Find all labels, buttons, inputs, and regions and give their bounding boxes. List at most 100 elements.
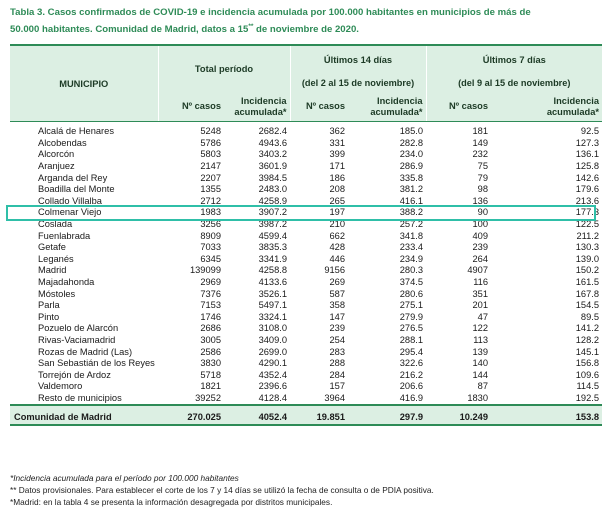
municipio-name: Leganés <box>38 253 74 264</box>
municipio-name: Pinto <box>38 311 60 322</box>
table-cell: 2686 <box>200 323 221 334</box>
table-cell: 2483.0 <box>258 184 287 195</box>
municipio-name: Parla <box>38 300 60 311</box>
table-row: Collado Villalba 2712 4258.9 265 416.1 136 213… <box>10 196 602 208</box>
table-row: Majadahonda 2969 4133.6 269 374.5 116 161.5 <box>10 277 602 289</box>
table-cell: 331 <box>329 137 345 148</box>
table-cell: 113 <box>473 334 489 345</box>
table-cell: 254 <box>329 334 345 345</box>
table-cell: 275.1 <box>399 300 424 311</box>
table-cell: 139099 <box>189 265 221 276</box>
municipio-name: Madrid <box>38 265 67 276</box>
table-cell: 2969 <box>200 277 221 288</box>
incidencia-l2: acumulada* <box>546 106 600 117</box>
table-cell: 1821 <box>200 381 221 392</box>
table-cell: 9156 <box>324 265 345 276</box>
caption-line-2: 50.000 habitantes. Comunidad de Madrid, … <box>10 20 606 37</box>
table-row: Móstoles 7376 3526.1 587 280.6 351 167.8 <box>10 288 602 300</box>
table-cell: 185.0 <box>399 126 424 137</box>
table-cell: 374.5 <box>399 277 424 288</box>
table-row: Madrid 139099 4258.8 9156 280.3 4907 150.2 <box>10 265 602 277</box>
table-cell: 140 <box>472 358 489 369</box>
caption-line-2b: de noviembre de 2020. <box>253 24 359 36</box>
table-cell: 2207 <box>200 172 221 183</box>
table-cell: 286.9 <box>399 161 424 172</box>
table-cell: 210 <box>329 219 345 230</box>
caption-line-2a: 50.000 habitantes. Comunidad de Madrid, … <box>10 24 249 36</box>
municipio-name: Alcalá de Henares <box>38 126 114 137</box>
table-cell: 3964 <box>324 392 345 403</box>
table-cell: 3830 <box>200 358 221 369</box>
municipio-name: Arganda del Rey <box>38 172 108 183</box>
table-cell: 125.8 <box>575 161 600 172</box>
table-caption: Tabla 3. Casos confirmados de COVID-19 e… <box>10 6 606 37</box>
caption-line-1: Tabla 3. Casos confirmados de COVID-19 e… <box>10 7 531 18</box>
table-cell: 662 <box>329 230 345 241</box>
table-row: Alcobendas 5786 4943.6 331 282.8 149 127.3 <box>10 138 602 150</box>
header-n-casos-total: Nº casos <box>157 92 224 122</box>
table-cell: 147 <box>329 311 345 322</box>
municipio-name: Pozuelo de Alarcón <box>38 323 119 334</box>
table-cell: 2147 <box>200 161 221 172</box>
table-cell: 265 <box>329 195 345 206</box>
table-row: Pinto 1746 3324.1 147 279.9 47 89.5 <box>10 312 602 324</box>
municipio-name: Valdemoro <box>38 381 83 392</box>
table-cell: 587 <box>329 288 345 299</box>
incidencia-l1: Incidencia <box>241 95 287 106</box>
table-row: Boadilla del Monte 1355 2483.0 208 381.2 98 17… <box>10 184 602 196</box>
table-cell: 142.6 <box>575 172 600 183</box>
incidencia-l2: acumulada* <box>370 106 423 117</box>
table-cell: 136.1 <box>575 149 600 160</box>
table-cell: 197 <box>329 207 345 218</box>
table-cell: 1983 <box>200 207 221 218</box>
table-row: Torrejón de Ardoz 5718 4352.4 284 216.2 144 10… <box>10 369 602 381</box>
table-cell: 116 <box>473 277 489 288</box>
table-cell: 416.1 <box>399 195 424 206</box>
table-cell: 322.6 <box>399 358 424 369</box>
table-row: Colmenar Viejo 1983 3907.2 197 388.2 90 177.3 <box>10 207 602 219</box>
table-cell: 4599.4 <box>258 230 287 241</box>
table-cell: 399 <box>329 149 345 160</box>
table-cell: 5803 <box>200 149 221 160</box>
table-cell: 280.3 <box>399 265 424 276</box>
table-cell: 208 <box>329 184 345 195</box>
municipio-name: Coslada <box>38 219 73 230</box>
municipio-name: Fuenlabrada <box>38 230 91 241</box>
total-row: Comunidad de Madrid 270.025 4052.4 19.85… <box>10 404 603 427</box>
incidencia-l1: Incidencia <box>377 95 423 106</box>
table-body: Alcalá de Henares 5248 2682.4 362 185.0 181 92… <box>10 122 602 406</box>
table-row: San Sebastián de los Reyes 3830 4290.1 288 3… <box>10 358 602 370</box>
table-cell: 4290.1 <box>258 358 287 369</box>
table-cell: 171 <box>329 161 345 172</box>
table-cell: 446 <box>329 253 345 264</box>
table-cell: 122.5 <box>575 219 600 230</box>
table-cell: 5718 <box>200 369 221 380</box>
header-n-casos-7: Nº casos <box>425 92 492 122</box>
header-municipio: MUNICIPIO <box>10 44 158 122</box>
header-ultimos-7-range: (del 9 al 15 de noviembre) <box>425 74 603 92</box>
municipio-name: San Sebastián de los Reyes <box>38 358 155 369</box>
table-cell: 216.2 <box>399 369 424 380</box>
table-cell: 4258.8 <box>258 265 287 276</box>
municipio-name: Rivas-Vaciamadrid <box>38 334 116 345</box>
table-cell: 4258.9 <box>258 195 287 206</box>
table-row: Resto de municipios 39252 4128.4 3964 416.9 1… <box>10 393 602 406</box>
header-incidencia-7: Incidencia acumulada* <box>491 92 603 122</box>
table-cell: 154.5 <box>575 300 600 311</box>
table-cell: 234.0 <box>399 149 424 160</box>
table-cell: 186 <box>329 172 345 183</box>
table-cell: 4907 <box>467 265 489 276</box>
table-cell: 3601.9 <box>258 161 287 172</box>
table-cell: 3108.0 <box>258 323 287 334</box>
header-n-casos-14: Nº casos <box>289 92 348 122</box>
table-cell: 288.1 <box>399 334 424 345</box>
table-cell: 136 <box>472 195 489 206</box>
table-cell: 3907.2 <box>258 207 287 218</box>
table-cell: 177.3 <box>575 207 600 218</box>
table-cell: 4352.4 <box>258 369 287 380</box>
table-cell: 139.0 <box>575 253 600 264</box>
table-row: Coslada 3256 3987.2 210 257.2 100 122.5 <box>10 219 602 231</box>
table-cell: 141.2 <box>575 323 600 334</box>
table-cell: 409 <box>472 230 489 241</box>
table-cell: 161.5 <box>575 277 600 288</box>
